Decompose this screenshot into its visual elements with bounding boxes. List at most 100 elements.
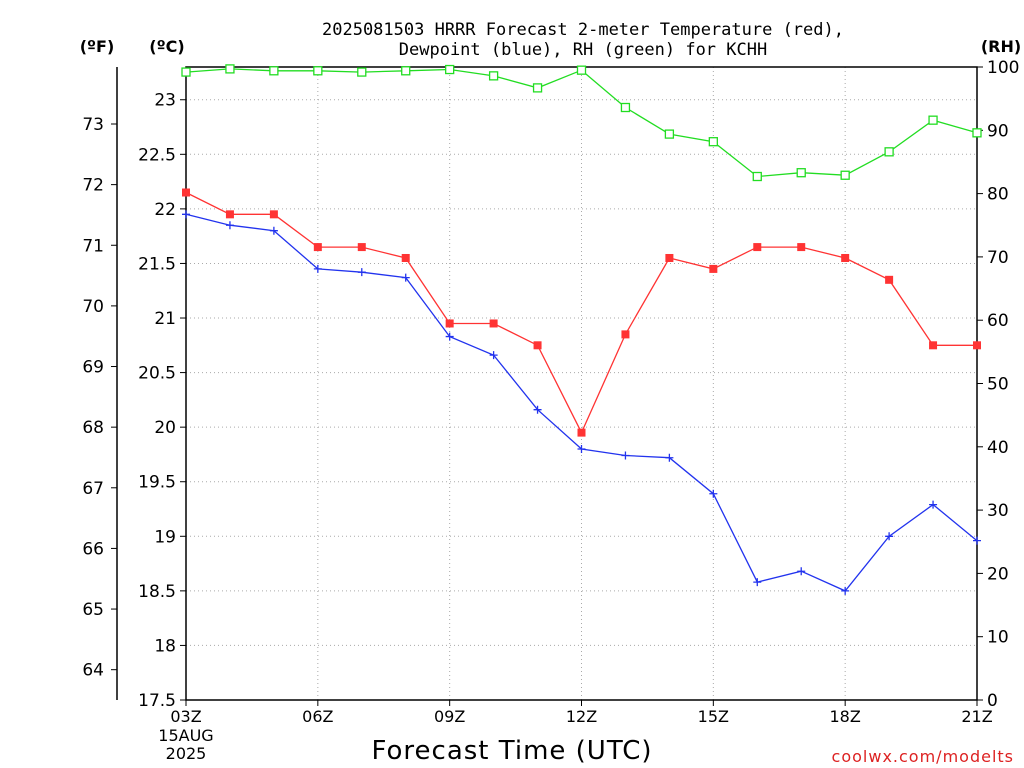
rh-point [752,171,762,182]
rh-point [532,83,543,93]
temperature-point [401,253,410,262]
celsius-tick-label: 22.5 [138,145,176,165]
rh-point [664,129,675,139]
rh-tick-label: 20 [987,564,1009,584]
rh-point [972,128,982,138]
x-tick-label: 21Z [961,707,992,726]
rh-point [488,71,499,81]
tick-labels: 17.5 18 18.5 19 19.5 20 20.5 21 21.5 22 22.5 23 64 65… [82,58,1019,763]
rh-tick-label: 30 [987,501,1009,521]
temperature-point [709,264,718,273]
x-tick-label: 09Z [434,707,465,726]
dewpoint-point [709,489,718,498]
rh-point [796,168,806,178]
fahrenheit-tick-label: 64 [82,661,104,681]
dewpoint-point [973,536,981,545]
dewpoint-point [269,226,278,235]
celsius-tick-label: 20.5 [138,364,176,384]
dewpoint-point [533,405,542,414]
x-tick-label: 12Z [566,707,597,726]
fahrenheit-tick-label: 68 [82,418,104,438]
temperature-point [841,253,850,262]
temperature-line [185,191,977,435]
rh-tick-label: 0 [987,691,998,711]
dewpoint-point [182,210,190,219]
x-date-label: 15AUG [158,726,213,745]
rh-tick-label: 10 [987,628,1009,648]
fahrenheit-tick-label: 73 [82,115,104,135]
x-tick-label: 15Z [698,707,729,726]
celsius-tick-label: 21 [154,309,176,329]
celsius-tick-label: 17.5 [138,691,176,711]
dewpoint-point [621,451,630,460]
rh-tick-label: 70 [987,248,1009,268]
rh-tick-label: 50 [987,375,1009,395]
rh-point [313,66,323,76]
celsius-unit-label: (ºC) [149,37,184,56]
temperature-point [182,188,190,197]
rh-point [357,67,367,77]
celsius-tick-label: 22 [154,200,176,220]
temperature-point [533,341,542,350]
rh-tick-label: 80 [987,185,1009,205]
rh-point [576,65,587,75]
fahrenheit-unit-label: (ºF) [80,37,115,56]
rh-unit-label: (RH) [981,37,1021,56]
celsius-tick-label: 23 [154,91,176,111]
fahrenheit-tick-label: 67 [82,479,104,499]
temperature-point [797,243,806,252]
temperature-point [313,243,322,252]
rh-tick-label: 100 [987,58,1019,78]
rh-point [269,66,279,76]
source-credit: coolwx.com/modelts [832,747,1014,766]
rh-point [840,170,850,180]
rh-point [708,137,718,147]
rh-point [445,64,455,75]
x-axis-title: Forecast Time (UTC) [371,736,652,766]
x-tick-label: 06Z [302,707,333,726]
temperature-point [929,341,938,350]
dewpoint-point [445,332,454,341]
celsius-tick-label: 18.5 [138,582,176,602]
dewpoint-point [885,532,894,541]
celsius-tick-label: 18 [154,636,176,656]
dewpoint-line [185,213,978,592]
x-tick-label: 18Z [830,707,861,726]
dewpoint-point [797,567,806,576]
fahrenheit-tick-label: 70 [82,297,104,317]
dewpoint-point [357,268,366,277]
rh-point [401,66,411,76]
rh-point [884,147,894,157]
rh-point [225,64,235,74]
temperature-point [753,243,762,252]
rh-tick-label: 60 [987,311,1009,331]
rh-point [928,115,938,125]
rh-point [181,67,191,77]
dewpoint-point [489,351,498,360]
dewpoint-point [577,444,586,453]
fahrenheit-tick-label: 69 [82,358,104,378]
dewpoint-point [665,453,674,462]
celsius-tick-label: 19 [154,527,176,547]
temperature-point [489,319,498,328]
dewpoint-point [313,264,322,273]
rh-tick-label: 40 [987,438,1009,458]
temperature-point [269,210,278,219]
fahrenheit-tick-label: 65 [82,600,104,620]
celsius-tick-label: 21.5 [138,254,176,274]
dewpoint-point [929,500,938,509]
celsius-tick-label: 19.5 [138,473,176,493]
chart-axes [116,66,978,701]
rh-line [185,68,978,178]
temperature-point [577,428,586,437]
temperature-point [621,330,630,339]
data-series [181,64,982,595]
dewpoint-point [401,273,410,282]
fahrenheit-tick-label: 66 [82,539,104,559]
chart-title-line-1: 2025081503 HRRR Forecast 2-meter Tempera… [322,20,844,40]
dewpoint-point [753,578,762,587]
fahrenheit-tick-label: 71 [82,236,104,256]
temperature-point [973,341,981,350]
x-date-label: 2025 [166,744,207,763]
